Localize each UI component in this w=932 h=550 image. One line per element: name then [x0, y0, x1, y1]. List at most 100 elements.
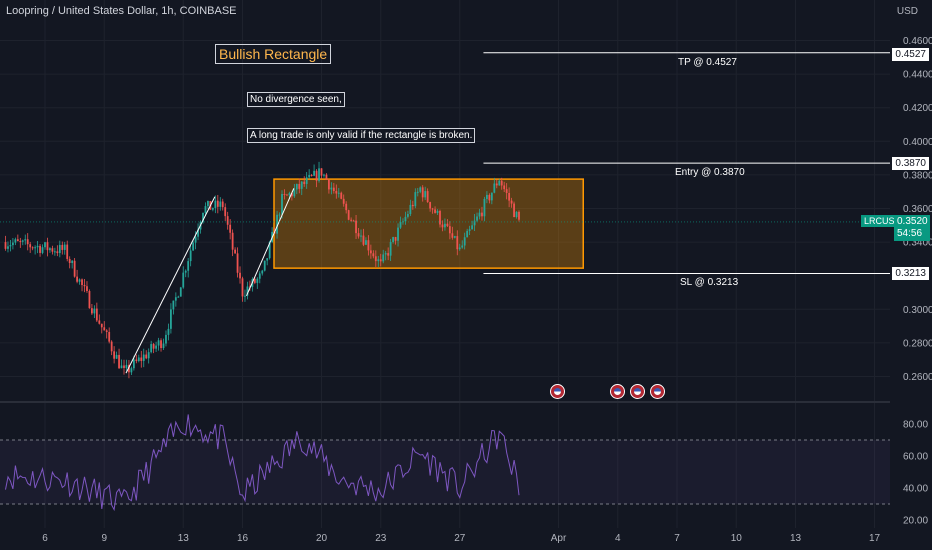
- candle-body: [229, 224, 232, 233]
- candle-body: [24, 239, 27, 241]
- candle-body: [471, 225, 473, 230]
- candle-body: [431, 208, 434, 210]
- sl-price-tag: 0.3213: [891, 266, 930, 281]
- candle-body: [453, 236, 456, 238]
- grid-lines: [0, 0, 890, 528]
- candle-body: [253, 279, 256, 283]
- bullish-rectangle-zone[interactable]: [273, 178, 584, 269]
- candle-body: [100, 323, 103, 328]
- candle-body: [360, 235, 362, 237]
- rsi-tick-label: 60.00: [903, 452, 928, 463]
- candle-body: [108, 331, 111, 342]
- candle-body: [9, 245, 12, 247]
- flag-event-icon[interactable]: [650, 384, 665, 399]
- candle-body: [315, 170, 318, 181]
- candles: [4, 161, 520, 379]
- flag-event-icon[interactable]: [630, 384, 645, 399]
- candle-body: [372, 253, 375, 257]
- candle-body: [160, 340, 162, 349]
- candle-body: [130, 368, 133, 373]
- candle-body: [184, 270, 187, 273]
- candle-body: [261, 270, 264, 274]
- candle-body: [293, 189, 296, 197]
- candle-body: [416, 191, 419, 193]
- candle-body: [239, 272, 241, 279]
- candle-body: [461, 245, 464, 248]
- candle-body: [490, 192, 493, 201]
- trend-lines[interactable]: [125, 188, 295, 374]
- candle-body: [155, 345, 157, 349]
- flag-event-icon[interactable]: [550, 384, 565, 399]
- candle-body: [513, 203, 515, 218]
- candle-body: [231, 232, 234, 250]
- candle-body: [95, 308, 98, 321]
- tp-price-tag: 0.4527: [891, 47, 930, 62]
- candle-body: [337, 192, 340, 194]
- rsi-tick-label: 40.00: [903, 484, 928, 495]
- candle-body: [288, 193, 291, 196]
- candle-body: [456, 236, 459, 250]
- candle-body: [91, 308, 93, 314]
- candle-body: [330, 187, 333, 190]
- candle-body: [241, 278, 244, 297]
- candle-body: [308, 174, 311, 178]
- note-divergence[interactable]: No divergence seen,: [247, 92, 345, 107]
- candle-body: [441, 224, 444, 228]
- candle-body: [451, 233, 454, 238]
- rsi-tick-label: 20.00: [903, 516, 928, 527]
- candle-body: [66, 244, 69, 259]
- price-tick-label: 0.4400: [903, 70, 932, 81]
- candle-body: [135, 359, 138, 362]
- price-tick-label: 0.2600: [903, 372, 932, 383]
- candle-body: [36, 245, 39, 248]
- price-tick-label: 0.3000: [903, 305, 932, 316]
- candle-body: [389, 242, 392, 256]
- candle-body: [63, 244, 66, 250]
- candle-body: [318, 168, 320, 181]
- candle-body: [320, 168, 323, 176]
- flag-event-icon[interactable]: [610, 384, 625, 399]
- time-tick-label: 4: [615, 533, 621, 544]
- candle-body: [458, 247, 461, 250]
- candle-body: [51, 248, 54, 252]
- candle-body: [39, 245, 41, 253]
- candle-body: [224, 207, 227, 217]
- candle-body: [446, 223, 449, 227]
- pattern-title[interactable]: Bullish Rectangle: [215, 44, 332, 64]
- sl-label: SL @ 0.3213: [680, 277, 739, 288]
- candle-body: [340, 192, 343, 199]
- candle-body: [409, 204, 412, 215]
- candle-body: [31, 247, 34, 249]
- candle-body: [481, 212, 483, 217]
- candle-body: [305, 177, 308, 185]
- candle-body: [332, 187, 335, 191]
- candle-body: [283, 193, 286, 195]
- level-lines[interactable]: [483, 52, 890, 275]
- candle-body: [214, 200, 217, 208]
- candle-body: [46, 242, 49, 251]
- rsi-axis[interactable]: 80.00 60.00 40.00 20.00: [903, 420, 928, 527]
- candle-body: [189, 250, 192, 262]
- time-axis[interactable]: 6 9 13 16 20 23 27 Apr 4 7 10 13 17: [42, 533, 880, 544]
- axis-unit[interactable]: USD: [896, 6, 918, 17]
- price-axis[interactable]: 0.4600 0.4400 0.4200 0.4000 0.3800 0.3600 0.34…: [903, 36, 932, 383]
- symbol-title[interactable]: Loopring / United States Dollar, 1h, COI…: [6, 5, 237, 17]
- candle-body: [113, 351, 116, 359]
- candle-body: [256, 278, 259, 283]
- candle-body: [179, 287, 182, 297]
- candle-body: [137, 357, 140, 362]
- candle-body: [81, 279, 83, 286]
- candle-body: [335, 190, 338, 194]
- note-long-trade[interactable]: A long trade is only valid if the rectan…: [247, 128, 476, 143]
- candle-body: [268, 242, 271, 259]
- candle-body: [120, 365, 123, 369]
- candle-body: [219, 201, 222, 207]
- candle-body: [192, 242, 195, 251]
- candle-body: [478, 212, 481, 217]
- price-tick-label: 0.4200: [903, 103, 932, 114]
- time-tick-label: 27: [454, 533, 466, 544]
- candle-body: [276, 214, 278, 234]
- candle-body: [313, 170, 315, 176]
- candle-body: [204, 206, 207, 213]
